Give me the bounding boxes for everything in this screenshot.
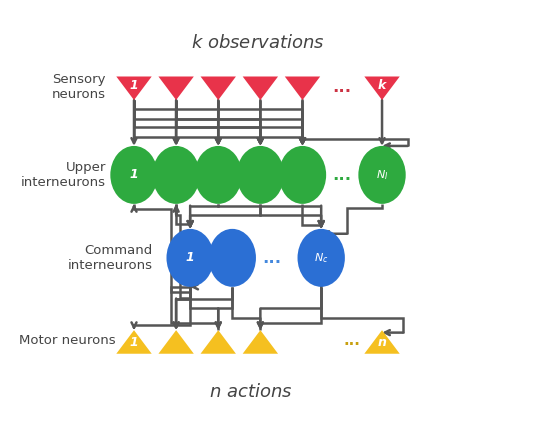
Ellipse shape — [208, 229, 256, 287]
Text: 1: 1 — [130, 79, 139, 92]
Text: Sensory
neurons: Sensory neurons — [52, 73, 106, 101]
Text: $N_I$: $N_I$ — [376, 168, 388, 182]
Text: k: k — [378, 79, 386, 92]
Ellipse shape — [236, 146, 284, 204]
Text: $n$ actions: $n$ actions — [209, 383, 293, 401]
Text: 1: 1 — [186, 251, 195, 264]
Text: $k$ observations: $k$ observations — [191, 34, 325, 52]
Ellipse shape — [279, 146, 326, 204]
Ellipse shape — [195, 146, 242, 204]
Ellipse shape — [298, 229, 345, 287]
Polygon shape — [116, 330, 152, 354]
Text: ...: ... — [333, 78, 352, 96]
Text: Upper
interneurons: Upper interneurons — [21, 161, 106, 189]
Ellipse shape — [111, 146, 158, 204]
Ellipse shape — [359, 146, 406, 204]
Text: ...: ... — [343, 333, 360, 348]
Ellipse shape — [167, 229, 214, 287]
Polygon shape — [243, 77, 278, 100]
Text: ...: ... — [262, 249, 282, 267]
Polygon shape — [201, 77, 236, 100]
Text: 1: 1 — [130, 168, 139, 181]
Polygon shape — [285, 77, 320, 100]
Text: Motor neurons: Motor neurons — [19, 334, 116, 347]
Polygon shape — [201, 330, 236, 354]
Polygon shape — [158, 77, 194, 100]
Polygon shape — [158, 330, 194, 354]
Text: 1: 1 — [130, 336, 139, 349]
Polygon shape — [116, 77, 152, 100]
Text: ...: ... — [333, 166, 352, 184]
Text: n: n — [378, 336, 387, 349]
Text: Command
interneurons: Command interneurons — [68, 244, 153, 272]
Polygon shape — [364, 77, 400, 100]
Polygon shape — [364, 330, 400, 354]
Ellipse shape — [152, 146, 200, 204]
Text: $N_c$: $N_c$ — [314, 251, 328, 265]
Polygon shape — [243, 330, 278, 354]
